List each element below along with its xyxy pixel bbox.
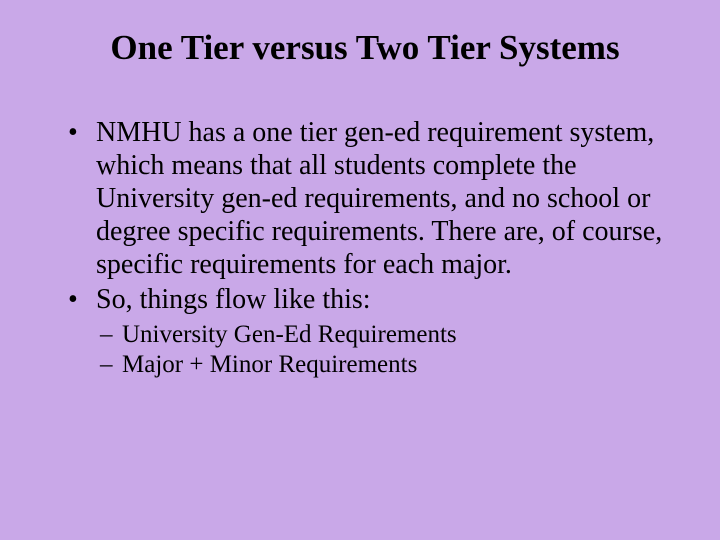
sub-bullet-item: Major + Minor Requirements (100, 350, 672, 380)
bullet-item: So, things flow like this: (68, 283, 672, 316)
sub-bullet-item: University Gen-Ed Requirements (100, 320, 672, 350)
bullet-item: NMHU has a one tier gen-ed requirement s… (68, 116, 672, 281)
slide-title: One Tier versus Two Tier Systems (58, 28, 672, 68)
main-bullet-list: NMHU has a one tier gen-ed requirement s… (48, 116, 672, 316)
sub-bullet-list: University Gen-Ed Requirements Major + M… (48, 320, 672, 380)
